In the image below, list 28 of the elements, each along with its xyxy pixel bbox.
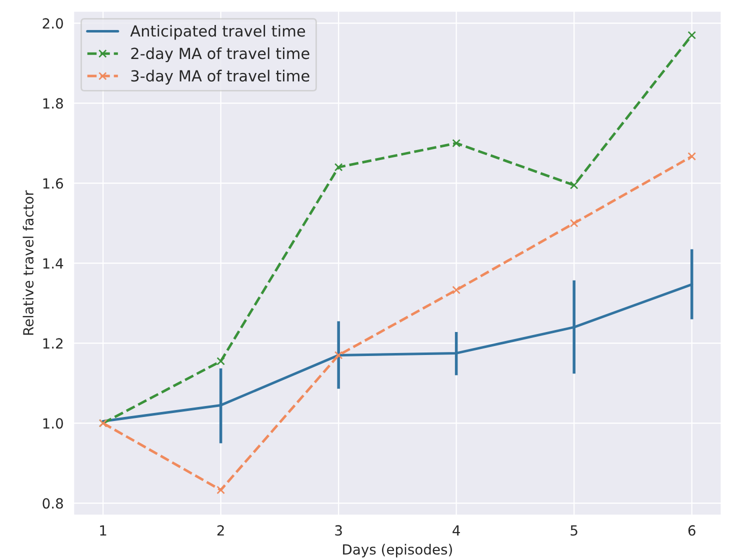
y-tick-label: 1.6 <box>43 178 64 189</box>
point <box>688 31 696 40</box>
y-axis-title: Relative travel factor <box>22 190 34 335</box>
x-tick-label: 6 <box>688 525 696 536</box>
legend-label: Anticipated travel time <box>130 24 306 40</box>
x-tick-label: 5 <box>570 525 578 536</box>
x-axis-title: Days (episodes) <box>343 544 452 558</box>
legend-label: 2-day MA of travel time <box>131 47 310 62</box>
point <box>570 181 578 190</box>
y-tick-label: 1.4 <box>43 258 64 268</box>
point <box>334 163 343 172</box>
x-tick-label: 2 <box>217 525 224 536</box>
point <box>688 152 696 161</box>
point <box>216 486 225 494</box>
point <box>216 357 225 366</box>
x-tick-label: 3 <box>335 525 342 536</box>
y-tick-label: 0.8 <box>42 498 63 509</box>
point <box>452 139 460 148</box>
x-tick-label: 4 <box>452 525 460 536</box>
legend-label: 3-day MA of travel time <box>131 70 310 85</box>
y-tick-label: 1.8 <box>43 98 63 109</box>
y-tick-label: 2.0 <box>42 18 63 29</box>
y-tick-label: 1.0 <box>43 418 63 429</box>
x-tick-label: 1 <box>100 525 106 536</box>
y-tick-label: 1.2 <box>43 338 62 348</box>
point <box>452 286 460 294</box>
point <box>334 351 343 360</box>
point <box>570 219 578 228</box>
